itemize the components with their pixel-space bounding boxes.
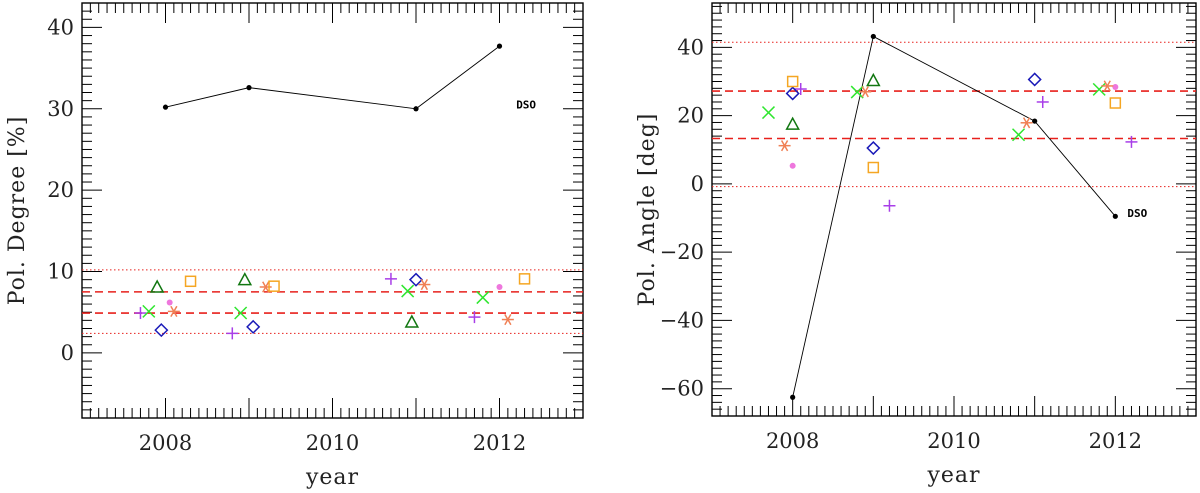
data-point-asterisk <box>1020 117 1033 129</box>
data-point-dot <box>1112 83 1119 90</box>
data-point-asterisk <box>778 140 791 152</box>
data-point-diamond <box>1027 72 1042 87</box>
data-point-dot_line <box>870 33 876 40</box>
data-point-plus <box>468 311 481 324</box>
y-tick-label: 0 <box>691 172 704 196</box>
y-tick-label: 30 <box>47 97 74 121</box>
data-point-square <box>867 161 880 174</box>
y-tick-label: −20 <box>660 240 704 264</box>
series-asterisk <box>778 80 1114 152</box>
data-point-dot_line <box>1112 213 1118 219</box>
data-point-triangle <box>785 116 800 130</box>
data-point-dot_line <box>790 394 796 400</box>
dso-line <box>165 45 500 110</box>
data-point-square <box>518 273 531 285</box>
y-axis-title: Pol. Angle [deg] <box>635 113 660 307</box>
y-tick-label: 40 <box>677 35 704 59</box>
data-point-diamond <box>785 86 800 101</box>
data-point-triangle <box>237 272 253 286</box>
data-point-asterisk <box>859 86 872 98</box>
data-point-cross <box>761 106 775 120</box>
data-point-diamond <box>866 141 881 156</box>
data-point-triangle <box>866 72 881 87</box>
plot-frame <box>711 2 1197 417</box>
data-point-dot_line <box>246 85 252 91</box>
y-tick-label: 0 <box>61 341 74 365</box>
data-point-plus <box>794 83 807 96</box>
data-point-cross <box>850 85 864 99</box>
data-point-plus <box>1125 135 1138 148</box>
y-axis-title: Pol. Degree [%] <box>5 116 30 306</box>
data-point-dot_line <box>496 43 503 49</box>
series-diamond <box>154 272 424 338</box>
data-point-dot_line <box>162 104 169 110</box>
series-dot_line <box>162 43 503 112</box>
plot-frame <box>81 2 584 419</box>
x-tick-label: 2008 <box>766 429 819 453</box>
data-point-asterisk <box>1101 80 1114 92</box>
series-plus <box>794 83 1138 212</box>
y-tick-label: −40 <box>660 308 704 332</box>
x-axis-title: year <box>926 463 980 488</box>
data-point-cross <box>1012 128 1026 142</box>
series-dot <box>789 83 1119 169</box>
series-diamond <box>785 72 1042 156</box>
x-tick-label: 2010 <box>306 431 359 455</box>
series-triangle <box>149 272 420 328</box>
data-point-dot <box>166 299 173 306</box>
series-plus <box>134 272 481 340</box>
data-point-asterisk <box>501 313 514 326</box>
series-asterisk <box>167 278 514 326</box>
series-triangle <box>785 72 881 130</box>
series-cross <box>761 82 1106 142</box>
data-point-plus <box>134 307 147 320</box>
data-point-plus <box>1036 95 1049 108</box>
dso-label: DSO <box>1127 207 1147 220</box>
series-square <box>786 75 1122 174</box>
data-point-square <box>1109 97 1122 109</box>
y-tick-label: −60 <box>660 377 704 401</box>
series-cross <box>142 284 490 320</box>
y-tick-label: 40 <box>47 15 74 39</box>
data-point-square <box>184 275 197 288</box>
x-tick-label: 2012 <box>1089 429 1142 453</box>
data-point-asterisk <box>167 305 180 317</box>
data-point-cross <box>1092 82 1106 96</box>
data-point-asterisk <box>418 278 431 291</box>
x-tick-label: 2010 <box>927 429 980 453</box>
data-point-cross <box>401 284 415 298</box>
series-dot <box>166 283 503 306</box>
data-point-diamond <box>154 323 169 338</box>
data-point-square <box>268 280 280 292</box>
x-axis-title: year <box>305 465 359 490</box>
data-point-diamond <box>246 319 261 334</box>
data-point-dot <box>789 162 796 169</box>
data-point-dot_line <box>413 106 419 112</box>
data-point-dot_line <box>1032 118 1038 124</box>
y-tick-label: 10 <box>47 260 74 284</box>
data-point-plus <box>226 327 239 340</box>
polarization-angle-panel: 2008 2010 2012 −60 −40 −20 0 20 40 year Pol. Angle… <box>635 2 1197 488</box>
dso-label: DSO <box>516 99 536 112</box>
data-point-diamond <box>408 272 424 287</box>
data-point-dot <box>496 283 503 290</box>
y-tick-label: 20 <box>677 104 704 128</box>
data-point-triangle <box>404 314 420 328</box>
polarization-degree-panel: 2008 2010 2012 0 10 20 30 40 year Pol. Degree [%]… <box>5 2 584 490</box>
x-tick-label: 2012 <box>473 431 526 455</box>
x-tick-label: 2008 <box>139 431 192 455</box>
data-point-cross <box>476 291 490 305</box>
series-square <box>184 273 531 292</box>
data-point-cross <box>234 306 248 320</box>
data-point-plus <box>384 272 397 285</box>
data-point-cross <box>142 304 156 318</box>
series-dot_line <box>790 33 1118 400</box>
data-point-plus <box>883 199 896 212</box>
dso-line <box>792 35 1116 398</box>
y-tick-label: 20 <box>47 178 74 202</box>
data-point-triangle <box>149 279 165 293</box>
data-point-square <box>786 75 799 88</box>
